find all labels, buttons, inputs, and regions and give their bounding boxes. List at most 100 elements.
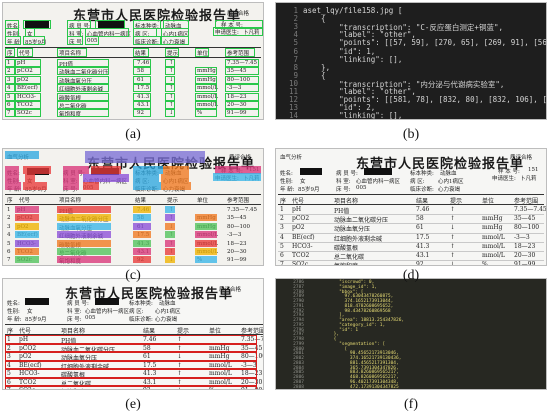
code-f-line-number-2800: 2800 — [293, 346, 304, 352]
table-e-row-box-1 — [5, 335, 257, 344]
detect-box-row-2-1 — [15, 67, 41, 76]
detect-box-row-2-6 — [225, 67, 259, 76]
row-7-result: 92 — [137, 110, 144, 117]
table-d-row-1-no: 1 — [280, 206, 284, 213]
detect-box-row-4-5 — [195, 84, 217, 93]
code-f-line-number-2796: 2796 — [293, 327, 304, 333]
table-e-row-2-unit: mmHg — [209, 344, 230, 352]
detect-box-row-5-1 — [15, 92, 41, 101]
code-f-line-number-2787: 2787 — [293, 284, 304, 290]
semantic-box-row-5-4 — [195, 239, 217, 247]
detect-box-row-4-4 — [165, 84, 175, 93]
report-bed-label: 床 号: — [69, 40, 84, 46]
report-age-label-c: 年 龄: — [7, 187, 22, 193]
semantic-box-row-6-2 — [133, 248, 151, 255]
row-c-1-no: 1 — [7, 207, 11, 213]
semantic-box-row-3-4 — [195, 222, 217, 230]
report-diag-label-c: 临床诊断: — [135, 187, 159, 193]
semantic-box-header-2 — [5, 166, 19, 174]
code-f-line-2790: 374.1652173913044, — [312, 299, 394, 304]
detect-box-row-3-2 — [57, 75, 109, 84]
code-b-line-5: "points": [[57, 59], [270, 65], [269, 91… — [339, 38, 547, 48]
code-f-line-2787: "image_id": 1, — [312, 284, 378, 290]
table-e-row-5-no: 5 — [7, 370, 11, 377]
report-sample-type-d: 动脉血 — [440, 171, 457, 177]
code-f-line-2793: ], — [312, 313, 345, 319]
detect-box-row-3-4 — [165, 75, 175, 84]
table-e-row-6-code: TCO2 — [19, 378, 37, 386]
semantic-box-row-2-3 — [165, 214, 175, 222]
detect-box-row-1-1 — [15, 59, 41, 67]
table-e-col-1: 代号 — [19, 328, 32, 335]
code-f-line-2799: "segmentation": [ — [312, 341, 386, 347]
table-e-row-2-result: 58 — [143, 344, 151, 352]
col-code-c: 代号 — [19, 198, 31, 204]
table-e-row-4-range: -3—3 — [241, 361, 257, 369]
report-status: 质评合格 — [227, 11, 250, 17]
code-b-line-number-10: 10 — [288, 78, 298, 88]
table-d-row-3-name: 动脉血氧分压 — [334, 226, 371, 234]
report-age-c: 85岁9月 — [25, 187, 47, 193]
detect-box-header-10 — [85, 28, 129, 37]
detect-box-row-6-4 — [165, 101, 175, 109]
table-d-row-5-name: 碳酸氢根 — [334, 244, 359, 252]
table-d-col-3: 结果 — [416, 198, 429, 205]
table-e-row-7-range: 91—99 — [241, 387, 262, 389]
table-d-col-4: 提示 — [450, 198, 463, 205]
row-3-flag: ↓ — [169, 76, 174, 83]
row-2-code: pCO2 — [17, 68, 33, 75]
row-c-2-range: 35—45 — [227, 215, 247, 222]
header-rule-2 — [5, 57, 261, 58]
table-e-row-6-result: 43.1 — [143, 378, 157, 386]
code-b-line-3: "transcription": "C-反应蛋白测定+铜蓝", — [303, 23, 503, 33]
table-e-row-2-range: 35—45 — [241, 344, 263, 352]
code-f-line-number-2799: 2799 — [293, 341, 304, 347]
table-e-row-6-unit: mmol/L — [209, 378, 232, 386]
table-d-row-3-range: 80—100 — [514, 224, 540, 232]
detect-box-row-7-2 — [57, 109, 109, 118]
detect-box-row-2-0 — [5, 67, 15, 76]
code-b-line-number-1: 1 — [293, 6, 298, 15]
table-d-row-1-code: pH — [292, 206, 302, 213]
code-f-line-number-2791: 2791 — [293, 303, 304, 309]
detect-box-row-3-6 — [225, 75, 259, 84]
table-d-row-4-no: 4 — [280, 233, 284, 241]
redacted-name-d — [300, 168, 322, 175]
col-name-c: 项目名称 — [59, 198, 82, 204]
table-d-col-5: 单位 — [482, 198, 495, 205]
code-f-line-2797: }, — [312, 332, 340, 338]
report-sex-label-e: 性别: — [7, 309, 20, 315]
table-d-row-2-code: pCO2 — [292, 215, 310, 223]
detect-box-row-5-0 — [5, 92, 15, 101]
table-d-row-7-no: 7 — [280, 261, 284, 266]
code-b-line-2: { — [303, 14, 326, 24]
col-range-c: 参考范围 — [227, 198, 250, 204]
table-d-row-rule-5 — [278, 251, 544, 252]
header-rule-c — [5, 194, 261, 195]
semantic-box-row-1-0 — [15, 206, 39, 213]
table-e-row-3-unit: mmHg — [209, 353, 230, 360]
report-ward-label-d: 病 区: — [410, 179, 425, 185]
semantic-box-header-1 — [5, 151, 39, 159]
table-d-row-7-result: 92 — [416, 261, 424, 266]
semantic-box-row-5-0 — [15, 239, 39, 247]
table-d-row-7-range: 91—99 — [514, 261, 536, 266]
table-e-row-7-no: 7 — [7, 387, 11, 389]
report-sex-label: 性别: — [7, 32, 20, 38]
table-d-row-5-flag: ↑ — [450, 242, 456, 250]
semantic-box-header-13 — [161, 174, 189, 182]
semantic-box-header-10 — [63, 174, 79, 182]
code-f-line-2796: "id": 1 — [312, 327, 359, 333]
table-d-row-7-flag: ↓ — [450, 261, 456, 266]
row-6-result: 43.1 — [137, 102, 150, 108]
table-d-row-5-no: 5 — [280, 242, 284, 250]
row-6-code: TCO2 — [17, 102, 33, 108]
report-age-d: 85岁9月 — [298, 187, 320, 193]
row-6-flag: ↑ — [169, 102, 174, 108]
semantic-box-header-12 — [133, 174, 159, 182]
col-range: 参考范围 — [227, 51, 250, 57]
code-b-line-1: aset_lqy/file158.jpg [ — [303, 6, 403, 15]
detect-box-row-6-3 — [133, 101, 151, 109]
table-d-row-3-code: pO2 — [292, 224, 305, 232]
table-e-row-4-result: 17.5 — [143, 361, 157, 369]
